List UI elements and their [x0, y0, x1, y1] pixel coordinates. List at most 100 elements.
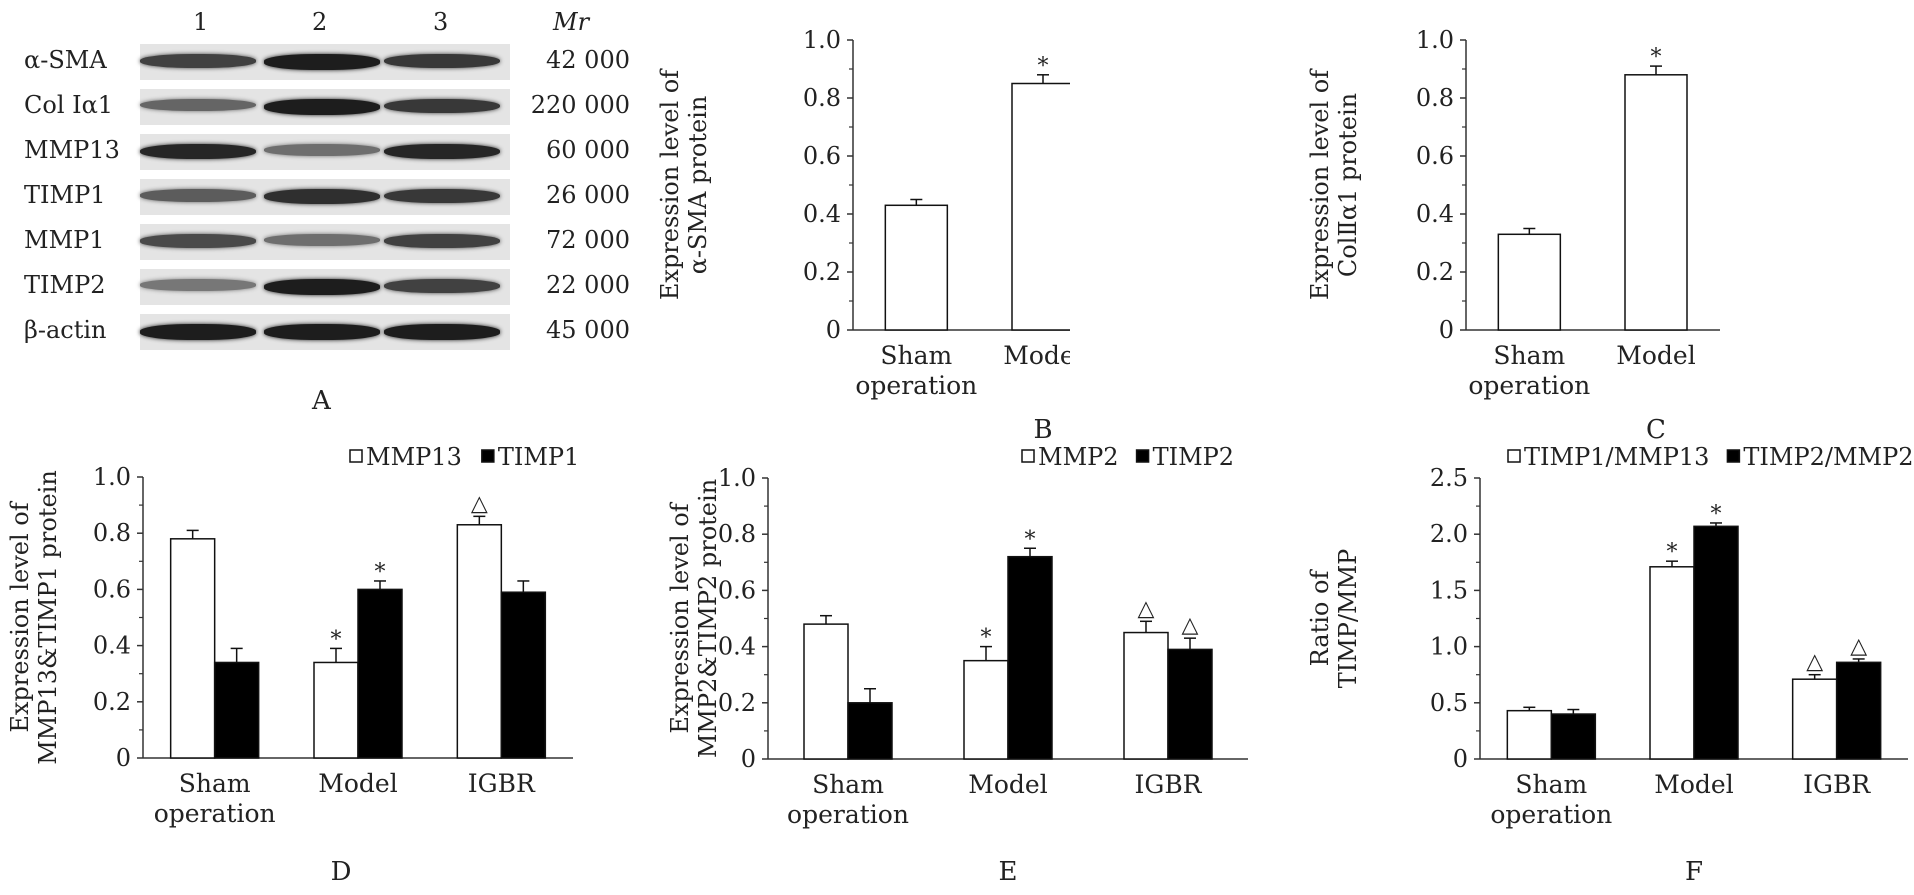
y-tick-label: 0.4: [718, 633, 756, 661]
panel-letter: B: [1033, 415, 1052, 445]
y-tick-label: 0.4: [803, 200, 841, 228]
legend-swatch: [1135, 449, 1150, 463]
x-category-label: Sham operation: [1468, 341, 1590, 400]
bar: [313, 661, 359, 759]
blot-row-mr: 72 000: [546, 226, 630, 254]
y-tick-label: 0: [826, 316, 841, 344]
y-axis-label-line: Ratio of: [1306, 569, 1334, 667]
y-axis-label-line: ColⅡα1 protein: [1334, 93, 1362, 277]
x-category-label: Sham operation: [1490, 770, 1612, 829]
y-tick-label: 0.6: [93, 575, 131, 603]
bar: [456, 524, 503, 759]
blot-row-label: Col Ⅰα1: [24, 91, 114, 119]
legend-swatch: [481, 449, 495, 463]
y-tick-label: 0.2: [803, 258, 841, 286]
blot-band: [264, 54, 380, 70]
y-tick-label: 0.8: [803, 84, 841, 112]
significance-mark: *: [1667, 540, 1678, 565]
panel-letter: C: [1646, 415, 1666, 445]
significance-mark: *: [981, 626, 992, 651]
y-tick-label: 2.0: [1430, 520, 1468, 548]
bar: [1497, 233, 1562, 331]
x-category-label: Sham operation: [855, 341, 977, 400]
blot-band: [384, 234, 500, 248]
blot-band: [384, 54, 500, 69]
blot-row-label: MMP13: [24, 136, 120, 164]
x-category-label: Model: [1654, 770, 1733, 799]
significance-mark: △: [1806, 650, 1823, 675]
y-tick-label: 0: [116, 744, 131, 772]
bar: [803, 623, 849, 760]
x-category-label-line: operation: [855, 371, 977, 400]
blot-row-mr: 22 000: [546, 271, 630, 299]
x-category-label: Sham operation: [787, 770, 909, 829]
blot-row-mr: 45 000: [546, 316, 630, 344]
bar: [1167, 648, 1213, 760]
significance-mark: *: [1711, 502, 1722, 527]
y-tick-label: 0.8: [718, 520, 756, 548]
panel-letter: E: [999, 857, 1018, 887]
x-category-label-line: IGBR: [1134, 770, 1202, 799]
y-axis-label-line: MMP13&TIMP1 protein: [34, 470, 62, 765]
blot-band: [140, 189, 256, 202]
x-category-label-line: Sham: [1493, 341, 1565, 370]
blot-band: [140, 99, 256, 112]
y-tick-label: 0.8: [1416, 84, 1454, 112]
x-category-label: IGBR: [1134, 770, 1202, 799]
y-tick-label: 0.2: [93, 688, 131, 716]
lane-number-3: 3: [433, 8, 449, 36]
y-tick-label: 1.0: [93, 463, 131, 491]
y-tick-label: 0.6: [803, 142, 841, 170]
bar: [1649, 566, 1695, 760]
bar: [500, 591, 547, 759]
blot-band: [140, 234, 256, 248]
x-category-label-line: Model: [968, 770, 1047, 799]
significance-mark: *: [1025, 527, 1036, 552]
y-tick-label: 0.5: [1430, 689, 1468, 717]
x-category-label: Model: [1616, 341, 1695, 370]
y-tick-label: 1.0: [1416, 26, 1454, 54]
legend-label: TIMP2/MMP2: [1743, 443, 1913, 471]
x-category-label-line: Sham: [1515, 770, 1587, 799]
y-tick-label: 0.4: [1416, 200, 1454, 228]
bar: [847, 702, 893, 760]
x-category-label-line: Model: [1654, 770, 1733, 799]
legend-swatch: [349, 449, 363, 463]
bar: [213, 661, 260, 759]
blot-row-mr: 42 000: [546, 46, 630, 74]
significance-mark: *: [1651, 45, 1662, 70]
x-category-label: IGBR: [468, 769, 536, 798]
y-tick-label: 0: [741, 745, 756, 773]
bar: [1624, 74, 1688, 331]
y-axis-label-line: α-SMA protein: [684, 96, 712, 275]
y-axis-label: Expression level ofMMP13&TIMP1 protein: [6, 470, 62, 765]
x-category-label-line: Model: [1003, 341, 1070, 370]
blot-band: [264, 234, 380, 246]
x-category-label-line: Model: [1616, 341, 1695, 370]
x-category-label-line: operation: [1468, 371, 1590, 400]
blot-band: [264, 324, 380, 340]
legend-label: TIMP2: [1153, 443, 1234, 471]
y-axis-label-line: TIMP/MMP: [1334, 549, 1362, 689]
legend-label: TIMP1/MMP13: [1524, 443, 1709, 471]
western-blot-panel: 1 2 3 Mr α-SMA 42 000 Col Ⅰα1 220 000 MMP13 6…: [0, 0, 640, 430]
panel-letter: D: [331, 857, 352, 887]
bar: [1693, 525, 1739, 760]
x-category-label-line: Sham: [179, 769, 251, 798]
blot-band: [384, 189, 500, 204]
bar: [1791, 678, 1838, 760]
x-category-label: IGBR: [1803, 770, 1871, 799]
significance-mark: *: [331, 627, 342, 652]
bar: [1835, 661, 1882, 760]
x-category-label-line: operation: [154, 799, 276, 828]
y-tick-label: 0: [1439, 316, 1454, 344]
y-tick-label: 1.0: [1430, 633, 1468, 661]
bar: [1123, 631, 1169, 760]
x-category-label-line: Model: [318, 769, 397, 798]
significance-mark: *: [375, 560, 386, 585]
chart-c-col-a1: 0 0.2 0.4 0.6 0.8 1.0 Expression level ofColⅡα…: [1306, 26, 1720, 445]
blot-band: [384, 279, 500, 293]
legend-swatch: [1021, 449, 1035, 463]
blot-band: [384, 144, 500, 160]
